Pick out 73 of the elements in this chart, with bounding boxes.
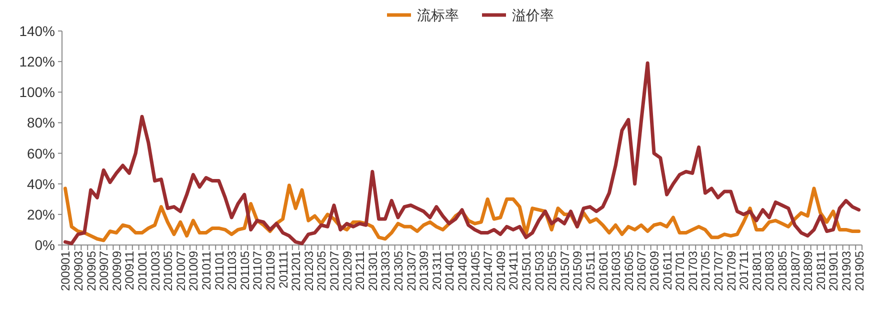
- x-tick-label: 201109: [264, 250, 278, 290]
- x-tick-label: 201209: [340, 250, 354, 292]
- x-tick-label: 201407: [481, 250, 496, 292]
- x-tick-label: 201603: [609, 250, 624, 292]
- x-tick-label: 201401: [442, 250, 457, 292]
- x-tick-label: 201403: [456, 250, 470, 292]
- x-tick-label: 201503: [532, 250, 546, 292]
- x-tick-label: 201609: [648, 250, 662, 292]
- x-tick-label: 201107: [250, 250, 265, 290]
- x-tick-label: 201301: [366, 250, 380, 292]
- legend-label: 溢价率: [512, 7, 554, 23]
- y-tick-label: 140%: [19, 23, 55, 39]
- x-tick-label: 201601: [596, 250, 610, 292]
- x-tick-label: 201205: [314, 250, 329, 292]
- x-tick-label: 201411: [506, 250, 521, 290]
- x-tick-label: 201807: [788, 250, 802, 292]
- x-tick-label: 201005: [161, 250, 176, 292]
- x-tick-label: 201309: [417, 250, 432, 292]
- x-tick-label: 201705: [698, 250, 713, 292]
- x-tick-label: 201605: [622, 250, 636, 292]
- x-tick-label: 201501: [520, 250, 534, 292]
- x-tick-label: 201707: [712, 250, 726, 292]
- x-tick-label: 201305: [392, 250, 406, 292]
- x-tick-label: 201303: [378, 250, 393, 292]
- x-tick-label: 201201: [289, 250, 304, 292]
- y-tick-label: 80%: [26, 114, 55, 131]
- x-tick-label: 200905: [84, 250, 98, 292]
- x-tick-label: 201703: [686, 250, 700, 292]
- x-tick-label: 201803: [762, 250, 777, 292]
- y-tick-label: 20%: [26, 206, 55, 222]
- x-tick-label: 201203: [302, 250, 316, 292]
- x-tick-label: 201405: [468, 250, 482, 292]
- x-tick-label: 201507: [558, 250, 572, 292]
- x-tick-label: 201805: [776, 250, 790, 292]
- x-tick-label: 201905: [852, 250, 866, 292]
- x-tick-label: 201709: [724, 250, 738, 292]
- x-tick-label: 201003: [148, 250, 162, 292]
- x-tick-label: 200901: [58, 250, 73, 292]
- x-tick-label: 201607: [634, 250, 649, 292]
- x-tick-label: 201511: [584, 250, 598, 290]
- y-tick-label: 0%: [34, 237, 55, 253]
- x-tick-label: 201307: [404, 250, 418, 292]
- x-tick-label: 200911: [122, 250, 137, 290]
- x-tick-label: 201801: [750, 250, 764, 292]
- x-tick-label: 201211: [353, 250, 368, 290]
- x-tick-label: 201505: [545, 250, 560, 292]
- x-tick-label: 201809: [801, 250, 816, 292]
- x-tick-label: 201509: [570, 250, 585, 292]
- y-tick-label: 60%: [26, 145, 55, 162]
- x-tick-label: 201105: [238, 250, 252, 290]
- x-tick-label: 201311: [430, 250, 444, 290]
- legend-label: 流标率: [417, 7, 459, 23]
- x-tick-label: 201711: [737, 250, 752, 290]
- x-tick-label: 201903: [840, 250, 854, 292]
- y-tick-label: 120%: [19, 54, 55, 70]
- x-tick-label: 201811: [814, 250, 828, 290]
- x-tick-label: 201901: [826, 250, 841, 292]
- x-tick-label: 201611: [660, 250, 674, 290]
- x-tick-label: 201001: [136, 250, 150, 292]
- x-tick-label: 201007: [174, 250, 188, 292]
- x-tick-label: 201111: [276, 250, 290, 288]
- x-tick-label: 201103: [225, 250, 240, 290]
- x-tick-label: 201409: [494, 250, 508, 292]
- y-tick-label: 40%: [26, 176, 55, 192]
- y-tick-label: 100%: [19, 84, 55, 100]
- x-tick-label: 201701: [673, 250, 688, 292]
- x-tick-label: 201009: [186, 250, 201, 292]
- x-tick-label: 201207: [328, 250, 342, 292]
- x-tick-label: 201101: [212, 250, 226, 290]
- x-tick-label: 201011: [200, 250, 214, 290]
- x-tick-label: 200903: [72, 250, 86, 292]
- x-tick-label: 200907: [97, 250, 112, 292]
- x-tick-label: 200909: [110, 250, 124, 292]
